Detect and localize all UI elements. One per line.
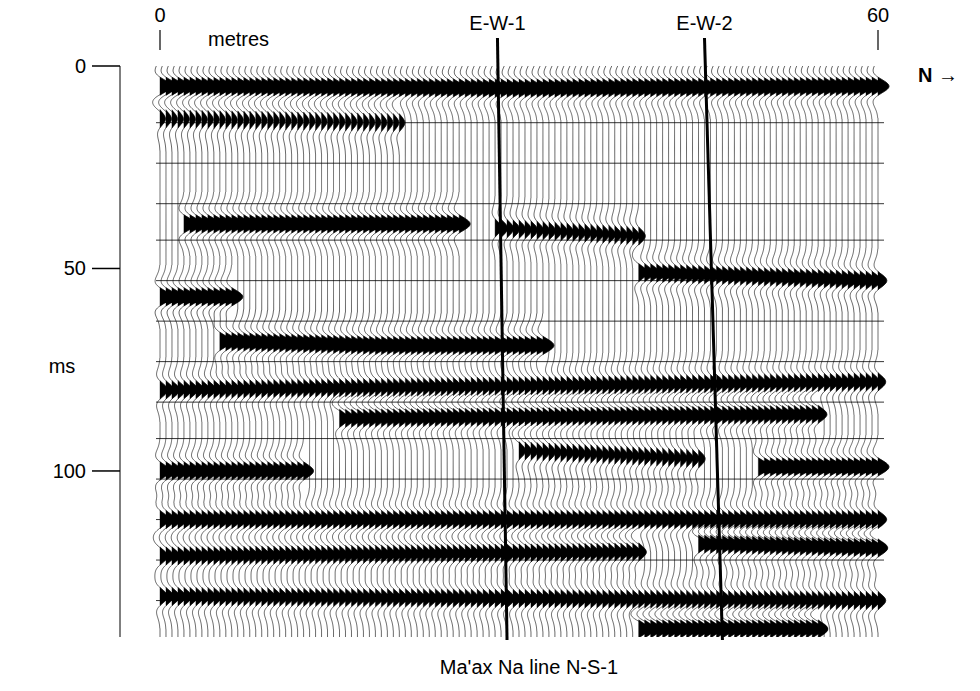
trace — [655, 66, 674, 637]
grid-line — [156, 600, 884, 601]
grid-line — [156, 560, 884, 561]
reflector — [184, 215, 470, 233]
direction-label: N → — [918, 64, 958, 86]
reflector — [639, 263, 887, 289]
trace — [667, 66, 686, 637]
reflector — [160, 587, 886, 609]
reflector — [160, 77, 889, 97]
trace — [649, 66, 668, 637]
grid-line — [156, 321, 884, 322]
y-axis-title: ms — [49, 355, 76, 377]
y-tick — [92, 470, 120, 472]
reflector — [699, 535, 888, 557]
y-tick-label: 50 — [64, 257, 86, 279]
y-tick — [92, 65, 120, 67]
grid-line — [156, 402, 884, 403]
reflector — [639, 620, 828, 637]
trace — [661, 66, 680, 637]
trace — [679, 66, 698, 637]
reflector — [160, 462, 314, 480]
x-tick-label: 60 — [867, 4, 889, 26]
x-tick-label: 0 — [154, 4, 165, 26]
traces — [153, 66, 889, 637]
grid-line — [156, 203, 884, 204]
y-tick-label: 100 — [53, 460, 86, 482]
grid-line — [156, 163, 884, 164]
title: Ma'ax Na line N-S-1 — [440, 656, 618, 678]
y-tick — [92, 268, 120, 270]
intersection-line — [497, 38, 507, 640]
grid-line — [156, 122, 884, 123]
grid-line — [156, 438, 884, 439]
reflector — [340, 405, 827, 427]
reflector — [758, 458, 889, 476]
line-label: E-W-2 — [676, 12, 732, 34]
reflector — [160, 543, 646, 565]
grid-line — [156, 280, 884, 281]
x-axis-title: metres — [208, 28, 269, 50]
grid-line — [156, 519, 884, 520]
x-tick — [877, 30, 878, 50]
intersection-line — [704, 38, 722, 640]
reflector — [519, 442, 705, 468]
reflector — [160, 373, 886, 399]
y-axis-line — [120, 66, 121, 637]
grid-line — [156, 361, 884, 362]
reflector — [160, 288, 243, 306]
y-tick-label: 0 — [75, 55, 86, 77]
reflector — [160, 110, 405, 132]
line-label: E-W-1 — [469, 12, 525, 34]
x-tick — [159, 30, 160, 50]
grid-line — [156, 240, 884, 241]
trace — [673, 66, 692, 637]
seismic-section: 0 50 100 ms 0 60 metres N → E-W-1 E-W-2 Ma'ax Na l… — [0, 0, 980, 691]
grid-line — [156, 479, 884, 480]
reflector — [495, 219, 645, 245]
